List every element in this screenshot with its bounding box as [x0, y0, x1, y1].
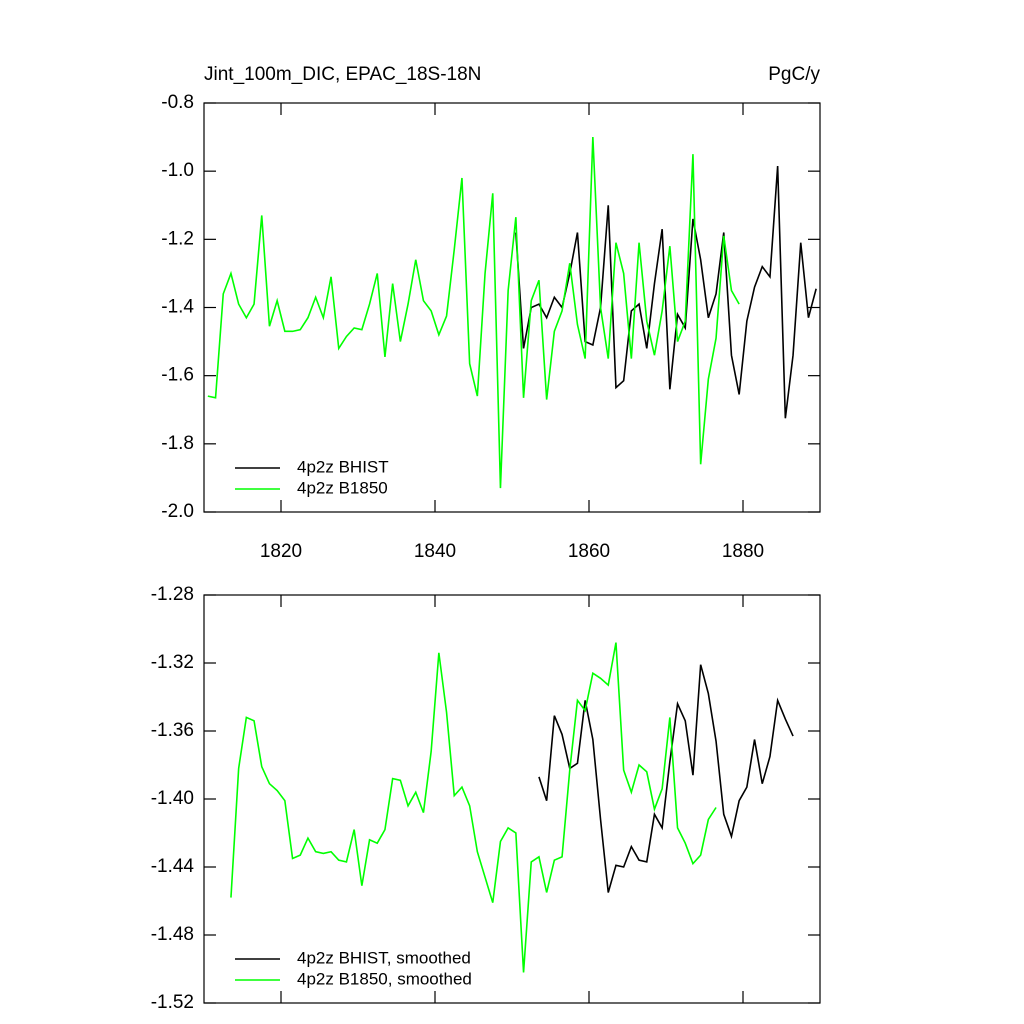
y-tick-label: -1.48: [151, 924, 194, 945]
y-tick-label: -1.32: [151, 652, 194, 673]
chart-title: Jint_100m_DIC, EPAC_18S-18N: [204, 64, 481, 85]
x-tick-label: 1880: [722, 541, 764, 562]
legend-label: 4p2z B1850, smoothed: [297, 969, 472, 988]
y-tick-label: -1.6: [161, 365, 194, 386]
y-tick-label: -1.40: [151, 788, 194, 809]
y-tick-label: -1.2: [161, 228, 194, 249]
y-tick-label: -2.0: [161, 501, 194, 522]
y-tick-label: -1.4: [161, 297, 194, 318]
y-tick-label: -1.8: [161, 433, 194, 454]
data-line: [538, 664, 794, 893]
plot-frame: [203, 594, 821, 1004]
unit-label: PgC/y: [768, 64, 820, 85]
y-tick-label: -1.44: [151, 856, 195, 877]
plot-frame: [203, 102, 821, 513]
x-tick-label: 1860: [568, 541, 610, 562]
y-tick-label: -1.28: [151, 584, 194, 605]
legend-label: 4p2z B1850: [297, 478, 388, 497]
y-tick-label: -1.0: [161, 160, 194, 181]
x-tick-label: 1820: [260, 541, 302, 562]
legend-label: 4p2z BHIST, smoothed: [297, 948, 471, 967]
x-tick-label: 1840: [414, 541, 456, 562]
y-tick-label: -0.8: [161, 92, 194, 113]
data-line: [207, 137, 740, 489]
legend-label: 4p2z BHIST: [297, 457, 389, 476]
data-line: [230, 642, 717, 973]
data-line: [515, 165, 817, 419]
y-tick-label: -1.36: [151, 720, 194, 741]
y-tick-label: -1.52: [151, 992, 194, 1013]
